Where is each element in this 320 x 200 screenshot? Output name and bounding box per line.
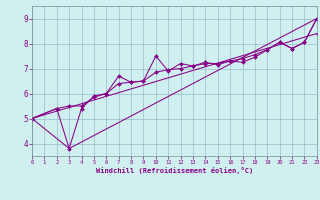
X-axis label: Windchill (Refroidissement éolien,°C): Windchill (Refroidissement éolien,°C) [96, 167, 253, 174]
